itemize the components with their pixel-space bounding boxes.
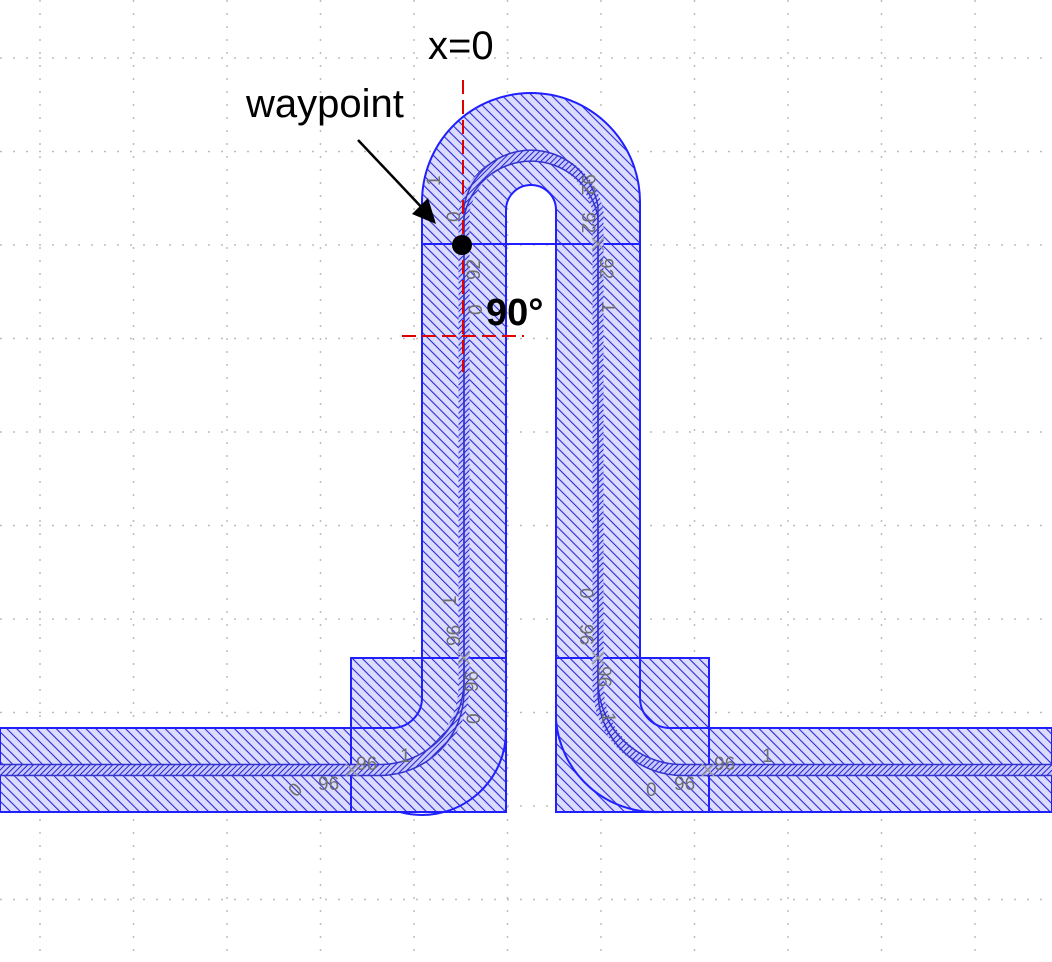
- right-bend-outer-curve: [555, 670, 661, 814]
- pin-label: 1: [440, 595, 461, 606]
- pin-marker: [345, 763, 359, 777]
- waypoint-dot: [452, 235, 472, 255]
- pin-label: 0: [466, 304, 487, 315]
- pin-label: 1: [597, 712, 618, 723]
- right-bend-cell: [555, 657, 710, 813]
- pin-marker: [591, 651, 605, 665]
- waveguide-core: [0, 149, 1052, 777]
- reference-guides: [402, 80, 524, 372]
- left-bend-cell: [350, 657, 507, 813]
- pin-label: 0: [575, 588, 596, 599]
- pin-label: 92: [464, 259, 485, 280]
- pin-label: 92: [577, 212, 598, 233]
- core-path: [0, 150, 1052, 776]
- pin-label: 1: [762, 746, 773, 767]
- pin-label: 96: [674, 774, 695, 795]
- right-bend-inner-curve: [639, 658, 708, 729]
- pin-label: 92: [595, 258, 616, 279]
- pin-marker: [701, 763, 715, 777]
- pin-label: 96: [356, 754, 377, 775]
- left-bend-inner-curve: [352, 658, 423, 729]
- waypoint-label: waypoint: [246, 82, 404, 126]
- origin-label: x=0: [428, 24, 494, 68]
- pin-label: 0: [646, 780, 657, 801]
- left-bend-outer-curve: [399, 658, 508, 816]
- pin-label: 96: [444, 625, 465, 646]
- pin-markers: [345, 237, 715, 777]
- angle-label: 90°: [486, 292, 544, 334]
- pin-label: 0: [464, 713, 485, 724]
- pin-labels: 1 0 92 0 92 92 92 1 1 96 96 0 0 96 96 1 …: [285, 174, 773, 802]
- pin-label: 96: [593, 666, 614, 687]
- u-turn-bend: [421, 92, 641, 245]
- pin-label: 92: [577, 174, 598, 195]
- pin-label: 96: [462, 671, 483, 692]
- waveguide-cladding: [0, 92, 1052, 816]
- pin-marker: [591, 237, 605, 251]
- pin-label: 96: [714, 754, 735, 775]
- pin-label: 96: [318, 774, 339, 795]
- pin-label: 96: [575, 624, 596, 645]
- pin-marker: [457, 651, 471, 665]
- pin-label: 1: [424, 175, 445, 186]
- waypoint-arrow: [357, 139, 436, 224]
- pin-label: 1: [400, 746, 411, 767]
- pin-label: 1: [597, 302, 618, 313]
- pin-label: 0: [444, 211, 465, 222]
